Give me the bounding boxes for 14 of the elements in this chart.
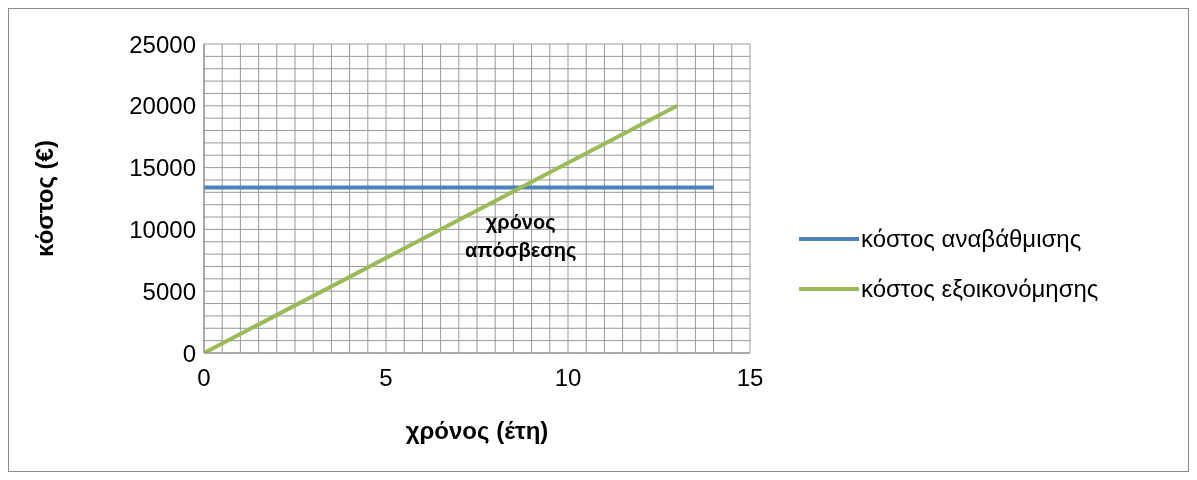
y-tick-label: 15000: [129, 154, 196, 182]
y-tick-label: 20000: [129, 92, 196, 120]
x-tick-label: 5: [379, 364, 393, 392]
y-tick-label: 0: [182, 339, 196, 367]
y-axis-title: κόστος (€): [30, 140, 58, 257]
legend-label: κόστος εξοικονόμησης: [861, 275, 1099, 303]
y-tick-label: 10000: [129, 215, 196, 243]
y-tick-label: 5000: [142, 277, 196, 305]
x-axis-title: χρόνος (έτη): [405, 417, 549, 444]
legend-label: κόστος αναβάθμισης: [861, 225, 1082, 253]
y-tick-label: 25000: [129, 30, 196, 58]
x-tick-label: 15: [736, 364, 764, 392]
annotation: χρόνος απόσβεσης: [464, 211, 577, 262]
x-tick-label: 10: [554, 364, 582, 392]
